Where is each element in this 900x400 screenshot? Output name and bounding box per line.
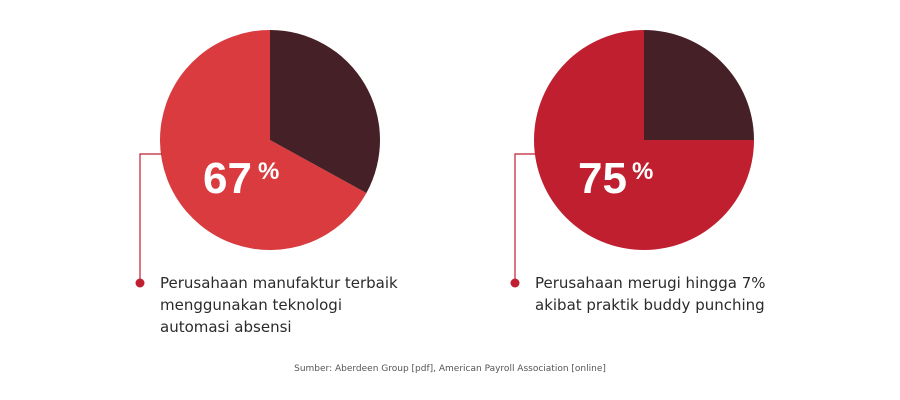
source-note: Sumber: Aberdeen Group [pdf], American P… (294, 364, 606, 374)
pie-1-description-line: Perusahaan manufaktur terbaik (160, 274, 398, 292)
pie-2-value-label: 75 (578, 154, 627, 203)
pie-1-leader-line (139, 153, 162, 283)
pie-1-unit-label: % (258, 158, 279, 185)
pie-1-slice-rest (270, 30, 380, 193)
pie-2-unit-label: % (632, 158, 653, 185)
pie-2-leader-line (514, 153, 536, 283)
pie-chart-1: 67 % (135, 29, 380, 288)
pie-1-slice-main (159, 29, 367, 251)
pie-2-bullet-dot (510, 278, 520, 288)
pie-1-description-line: menggunakan teknologi (160, 296, 342, 314)
pie-2-description-line: akibat praktik buddy punching (535, 296, 765, 314)
pie-1-bullet-dot (135, 278, 145, 288)
pie-1-description: Perusahaan manufaktur terbaik menggunaka… (160, 272, 398, 338)
pie-2-description-line: Perusahaan merugi hingga 7% (535, 274, 766, 292)
pie-2-slice-rest (644, 30, 754, 140)
pie-1-value-label: 67 (203, 154, 252, 203)
pie-chart-2: 75 % (510, 30, 754, 288)
pie-2-description: Perusahaan merugi hingga 7% akibat prakt… (535, 272, 766, 316)
pie-1-description-line: automasi absensi (160, 318, 292, 336)
